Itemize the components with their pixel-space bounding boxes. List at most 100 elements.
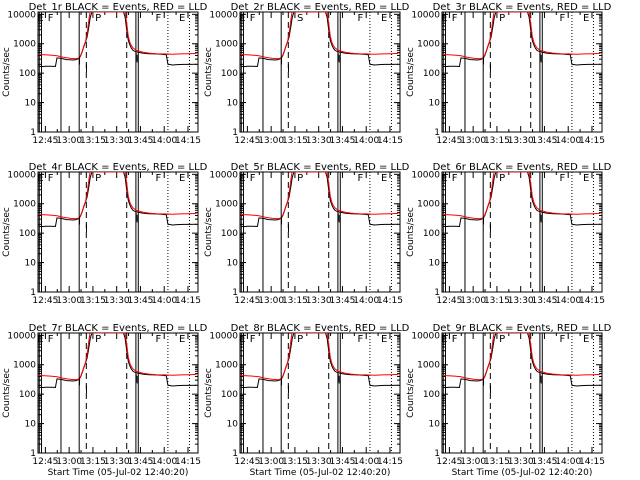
x-axis-title: Start Time (05-Jul-02 12:40:20) [250, 468, 391, 478]
y-tick-label: 10 [25, 420, 37, 430]
y-tick-label: 10000 [209, 10, 238, 20]
y-tick-label: 10000 [411, 10, 440, 20]
y-tick-label: 1000 [417, 40, 440, 50]
y-tick-label: 1 [232, 449, 238, 459]
y-axis-title: Counts/sec [406, 47, 416, 97]
y-tick-label: 10 [429, 99, 441, 109]
chart-panel-3: 1 10 100 1000 10000 12:4513:0013:1513:3013:45… [406, 2, 612, 146]
y-tick-label: 10 [429, 420, 441, 430]
y-tick-label: 1 [434, 128, 440, 138]
x-tick-label: 13:15 [80, 296, 106, 306]
y-tick-label: 100 [19, 69, 36, 79]
region-marker-letter: E [37, 13, 43, 24]
plot-frame [239, 11, 401, 133]
x-tick-label: 13:00 [258, 296, 284, 306]
x-tick-label: 14:00 [151, 457, 177, 467]
x-tick-label: 13:30 [508, 136, 534, 146]
x-tick-label: 13:30 [508, 457, 534, 467]
x-tick-label: 13:45 [329, 457, 355, 467]
chart-panel-5: 1 10 100 1000 10000 12:4513:0013:1513:3013:45… [204, 162, 410, 306]
y-axis-ticks [240, 334, 400, 454]
y-tick-label: 10 [227, 259, 239, 269]
series-lld-line [38, 172, 197, 220]
region-marker-letter: E [381, 13, 387, 24]
y-tick-label: 10000 [209, 170, 238, 180]
region-marker-letter: P [499, 334, 505, 345]
x-tick-label: 12:45 [32, 296, 58, 306]
y-axis-ticks [38, 173, 198, 293]
x-tick-label: 13:30 [306, 136, 332, 146]
y-axis-ticks [38, 334, 198, 454]
series-events-line [442, 12, 601, 68]
chart-panel-1: 1 10 100 1000 10000 12:4513:0013:1513:3013:45… [2, 2, 208, 146]
series-lld-line [240, 333, 399, 381]
plot-frame [37, 11, 199, 133]
series-lld-line [38, 12, 197, 60]
y-tick-label: 1 [232, 128, 238, 138]
region-marker-letter: E [583, 173, 589, 184]
x-tick-label: 14:00 [151, 296, 177, 306]
region-marker-letter: F [250, 13, 256, 24]
region-marker-letter: E [179, 13, 185, 24]
x-tick-label: 13:00 [460, 136, 486, 146]
y-tick-label: 100 [221, 390, 238, 400]
x-tick-label: 14:00 [151, 136, 177, 146]
region-marker-letter: F [250, 334, 256, 345]
series-events-line [38, 172, 197, 228]
x-tick-label: 14:00 [353, 296, 379, 306]
y-tick-label: 1000 [215, 200, 238, 210]
y-axis-title: Counts/sec [2, 368, 12, 418]
x-tick-label: 13:45 [127, 457, 153, 467]
y-axis-title: Counts/sec [2, 207, 12, 257]
x-tick-label: 13:15 [282, 296, 308, 306]
x-tick-label: 14:00 [555, 296, 581, 306]
series-lld-line [240, 172, 399, 220]
y-tick-label: 1 [434, 449, 440, 459]
region-marker-letter: E [179, 173, 185, 184]
y-tick-label: 10000 [411, 331, 440, 341]
y-tick-label: 10 [25, 259, 37, 269]
region-marker-letter: P [95, 13, 101, 24]
x-tick-label: 14:00 [353, 136, 379, 146]
y-axis-ticks [38, 13, 198, 133]
region-marker-letter: P [297, 334, 303, 345]
y-tick-label: 100 [423, 69, 440, 79]
series-events-line [38, 333, 197, 389]
x-tick-label: 13:45 [531, 457, 557, 467]
x-tick-label: 12:45 [234, 136, 260, 146]
region-marker-letter: F [358, 173, 364, 184]
region-marker-letter: F [452, 334, 458, 345]
y-tick-label: 10000 [7, 170, 36, 180]
x-tick-label: 12:45 [436, 457, 462, 467]
y-tick-label: 1 [232, 288, 238, 298]
region-marker-letter: E [441, 173, 447, 184]
region-marker-letter: S [297, 13, 303, 24]
region-marker-letter: E [239, 13, 245, 24]
x-tick-label: 12:45 [32, 457, 58, 467]
region-marker-letter: F [156, 173, 162, 184]
x-tick-label: 13:30 [306, 296, 332, 306]
region-marker-letter: F [560, 334, 566, 345]
x-tick-label: 13:15 [80, 136, 106, 146]
region-marker-letter: E [583, 13, 589, 24]
region-marker-letter: F [48, 173, 54, 184]
region-marker-letter: E [37, 334, 43, 345]
y-tick-label: 1000 [13, 40, 36, 50]
plot-frame [441, 11, 603, 133]
y-tick-label: 100 [423, 229, 440, 239]
chart-title: Det_2r BLACK = Events, RED = LLD [231, 2, 410, 13]
x-tick-label: 13:30 [508, 296, 534, 306]
y-tick-label: 10000 [209, 331, 238, 341]
x-tick-label: 14:15 [175, 136, 201, 146]
chart-panel-9: 1 10 100 1000 10000 12:4513:0013:1513:3013:45… [406, 323, 612, 478]
region-marker-letter: E [381, 334, 387, 345]
region-marker-letter: F [452, 173, 458, 184]
y-tick-label: 1000 [13, 361, 36, 371]
region-marker-letter: E [381, 173, 387, 184]
x-tick-label: 12:45 [436, 136, 462, 146]
chart-title: Det_6r BLACK = Events, RED = LLD [433, 162, 612, 173]
x-tick-label: 14:15 [579, 136, 605, 146]
region-marker-letter: E [583, 334, 589, 345]
y-axis-title: Counts/sec [406, 207, 416, 257]
